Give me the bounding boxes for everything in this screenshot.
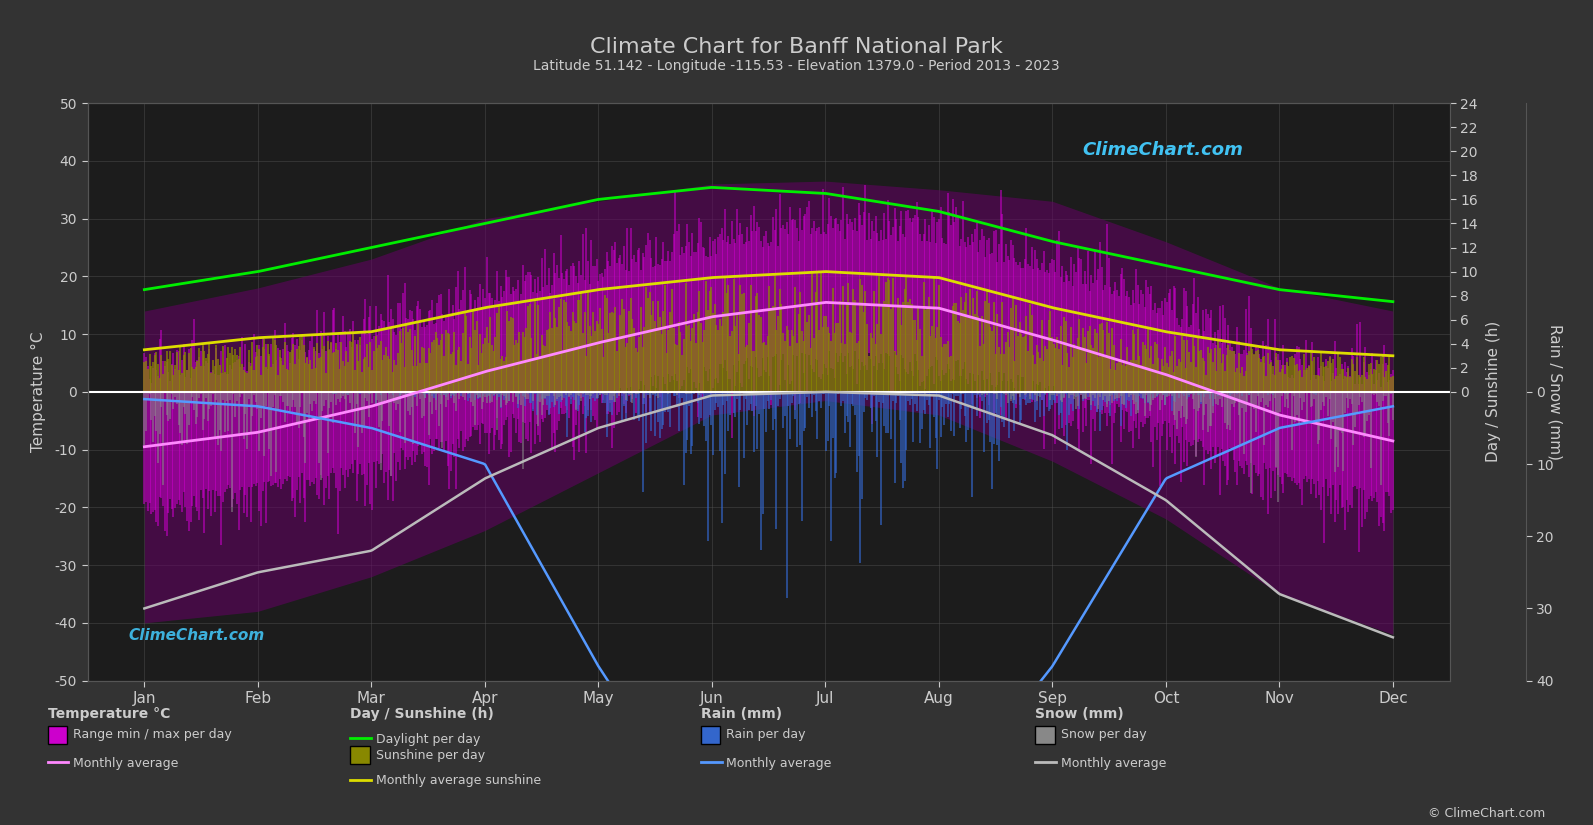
Text: ClimeChart.com: ClimeChart.com xyxy=(129,628,264,644)
Text: Monthly average sunshine: Monthly average sunshine xyxy=(376,774,542,787)
Text: Temperature °C: Temperature °C xyxy=(48,707,170,721)
Text: Daylight per day: Daylight per day xyxy=(376,733,481,746)
Text: Rain per day: Rain per day xyxy=(726,728,806,742)
Text: Range min / max per day: Range min / max per day xyxy=(73,728,233,742)
Text: Snow per day: Snow per day xyxy=(1061,728,1147,742)
Y-axis label: Day / Sunshine (h): Day / Sunshine (h) xyxy=(1486,321,1501,463)
Text: Monthly average: Monthly average xyxy=(73,757,178,771)
Y-axis label: Temperature °C: Temperature °C xyxy=(32,332,46,452)
Text: Monthly average: Monthly average xyxy=(1061,757,1166,771)
Y-axis label: Rain / Snow (mm): Rain / Snow (mm) xyxy=(1547,324,1563,460)
Text: Day / Sunshine (h): Day / Sunshine (h) xyxy=(350,707,494,721)
Text: Monthly average: Monthly average xyxy=(726,757,832,771)
Text: ClimeChart.com: ClimeChart.com xyxy=(1082,141,1243,159)
Text: Latitude 51.142 - Longitude -115.53 - Elevation 1379.0 - Period 2013 - 2023: Latitude 51.142 - Longitude -115.53 - El… xyxy=(534,59,1059,73)
Text: Snow (mm): Snow (mm) xyxy=(1035,707,1125,721)
Text: © ClimeChart.com: © ClimeChart.com xyxy=(1427,807,1545,820)
Text: Rain (mm): Rain (mm) xyxy=(701,707,782,721)
Text: Climate Chart for Banff National Park: Climate Chart for Banff National Park xyxy=(589,37,1004,57)
Text: Sunshine per day: Sunshine per day xyxy=(376,749,486,762)
